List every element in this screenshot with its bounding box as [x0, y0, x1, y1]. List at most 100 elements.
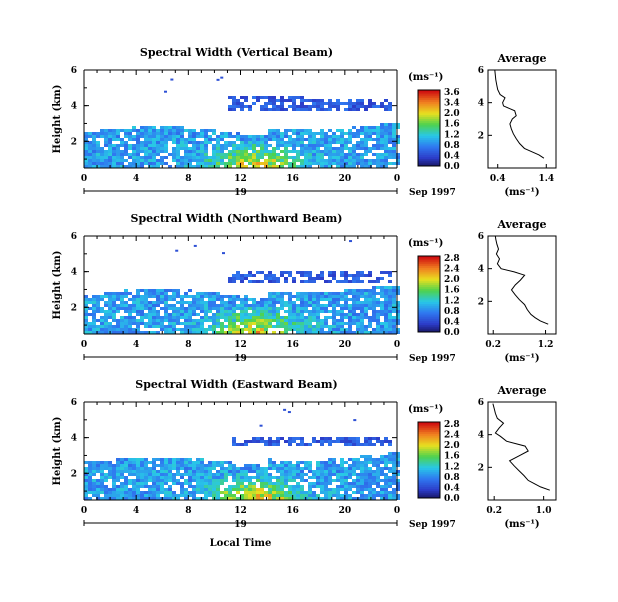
- heatmap-cell: [176, 470, 180, 473]
- heatmap-cell: [220, 304, 224, 307]
- heatmap-cell: [392, 141, 396, 144]
- heatmap-cell: [388, 452, 392, 455]
- heatmap-cell: [92, 488, 96, 491]
- heatmap-cell: [176, 301, 180, 304]
- heatmap-cell: [196, 144, 200, 147]
- heatmap-cell: [248, 108, 252, 111]
- heatmap-cell: [272, 135, 276, 138]
- heatmap-cell: [316, 461, 320, 464]
- heatmap-cell: [208, 316, 212, 319]
- heatmap-cell: [120, 328, 124, 331]
- heatmap-cell: [208, 494, 212, 497]
- colorbar-tick-label: 0.8: [444, 141, 460, 151]
- heatmap-cell: [84, 473, 88, 476]
- heatmap-cell: [144, 461, 148, 464]
- heatmap-cell: [268, 301, 272, 304]
- heatmap-cell: [116, 298, 120, 301]
- heatmap-cell: [368, 467, 372, 470]
- heatmap-cell: [256, 328, 260, 331]
- heatmap-cell: [156, 470, 160, 473]
- heatmap-cell: [88, 485, 92, 488]
- heatmap-cell: [324, 473, 328, 476]
- heatmap-cell: [288, 325, 292, 328]
- heatmap-cell: [384, 298, 388, 301]
- heatmap-cell: [292, 313, 296, 316]
- heatmap-cell: [112, 147, 116, 150]
- heatmap-cell: [320, 479, 324, 482]
- heatmap-cell: [248, 307, 252, 310]
- heatmap-cell: [396, 159, 400, 162]
- heatmap-cell: [104, 485, 108, 488]
- colorbar-segment: [418, 297, 440, 301]
- heatmap-cell: [104, 319, 108, 322]
- heatmap-cell: [192, 304, 196, 307]
- heatmap-cell: [236, 147, 240, 150]
- heatmap-cell: [384, 476, 388, 479]
- heatmap-cell: [164, 491, 168, 494]
- heatmap-cell: [340, 102, 344, 105]
- heatmap-cell: [332, 470, 336, 473]
- heatmap-cell: [252, 328, 256, 331]
- heatmap-cell: [212, 319, 216, 322]
- heatmap-cell: [292, 129, 296, 132]
- heatmap-cell: [96, 461, 100, 464]
- heatmap-cell: [316, 277, 320, 280]
- heatmap-cell: [336, 153, 340, 156]
- colorbar-segment: [418, 488, 440, 491]
- heatmap-cell: [240, 443, 244, 446]
- heatmap-cell: [280, 316, 284, 319]
- heatmap-cell: [92, 328, 96, 331]
- heatmap-cell: [360, 328, 364, 331]
- heatmap-cell: [232, 277, 236, 280]
- heatmap-cell: [180, 159, 184, 162]
- heatmap-cell: [88, 322, 92, 325]
- heatmap-cell: [184, 153, 188, 156]
- heatmap-cell: [164, 135, 168, 138]
- heatmap-cell: [308, 488, 312, 491]
- heatmap-cell: [192, 150, 196, 153]
- heatmap-cell: [388, 295, 392, 298]
- colorbar-segment: [418, 150, 440, 154]
- heatmap-cell: [296, 497, 300, 500]
- heatmap-cell: [204, 464, 208, 467]
- heatmap-cell: [284, 280, 288, 283]
- heatmap-cell: [256, 319, 260, 322]
- heatmap-cell: [164, 132, 168, 135]
- heatmap-cell: [348, 440, 352, 443]
- heatmap-cell: [324, 108, 328, 111]
- colorbar-segment: [418, 139, 440, 142]
- colorbar-segment: [418, 133, 440, 137]
- heatmap-cell: [180, 331, 184, 334]
- heatmap-cell: [320, 476, 324, 479]
- heatmap-cell: [148, 479, 152, 482]
- colorbar-segment: [418, 93, 440, 97]
- average-title: Average: [496, 218, 546, 231]
- heatmap-cell: [312, 277, 316, 280]
- heatmap-cell: [192, 325, 196, 328]
- heatmap-cell: [312, 144, 316, 147]
- heatmap-cell: [292, 488, 296, 491]
- heatmap-cell: [132, 165, 136, 168]
- heatmap-cell: [176, 141, 180, 144]
- heatmap-cell: [332, 319, 336, 322]
- heatmap-cell: [268, 464, 272, 467]
- heatmap-cell: [252, 491, 256, 494]
- heatmap-cell: [252, 313, 256, 316]
- heatmap-cell: [300, 141, 304, 144]
- heatmap-cell: [192, 132, 196, 135]
- heatmap-cell: [200, 458, 204, 461]
- heatmap-cell: [132, 301, 136, 304]
- heatmap-cell: [260, 485, 264, 488]
- heatmap-cell: [312, 482, 316, 485]
- heatmap-cell: [304, 132, 308, 135]
- heatmap-cell: [124, 322, 128, 325]
- heatmap-cell: [196, 301, 200, 304]
- heatmap-cell: [176, 467, 180, 470]
- heatmap-cell: [216, 295, 220, 298]
- heatmap-cell: [92, 298, 96, 301]
- colorbar-unit: (ms⁻¹): [408, 238, 443, 249]
- heatmap-cell: [304, 491, 308, 494]
- heatmap-cell: [148, 467, 152, 470]
- heatmap-cell: [256, 467, 260, 470]
- colorbar-segment: [418, 431, 440, 434]
